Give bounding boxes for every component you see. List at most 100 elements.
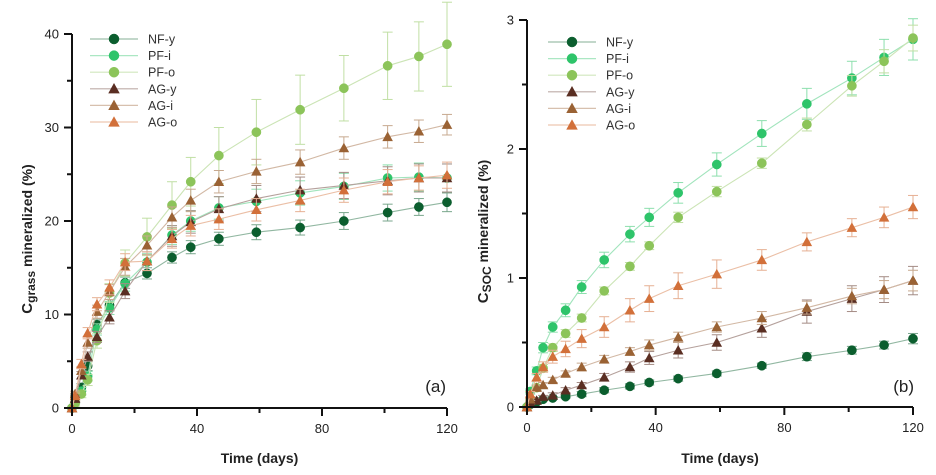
- data-point: [560, 343, 571, 354]
- data-point: [339, 83, 349, 94]
- data-point: [907, 201, 919, 212]
- data-point: [382, 176, 393, 186]
- x-tick-label: 120: [902, 420, 924, 435]
- data-point: [879, 56, 889, 67]
- data-point: [166, 211, 178, 222]
- panel-b: 0 40 80 120 0 1 2 3 Time (days) CSOC mineralized …: [475, 13, 924, 467]
- data-point: [382, 131, 393, 142]
- data-point: [878, 212, 890, 222]
- data-point: [598, 372, 610, 382]
- panel-a: 0 40 80 120 0 10 20 30 40 Time (days) Cgrass miner…: [19, 1, 458, 467]
- data-point: [295, 104, 305, 115]
- data-point: [108, 99, 120, 110]
- data-point: [560, 305, 571, 316]
- data-point: [907, 275, 919, 285]
- data-point: [673, 212, 684, 223]
- data-point: [294, 195, 306, 205]
- data-point: [538, 342, 548, 353]
- data-point: [185, 242, 196, 253]
- data-point: [672, 332, 684, 342]
- legend-label: PF-i: [148, 49, 171, 63]
- data-point: [566, 102, 578, 113]
- data-point: [76, 358, 87, 369]
- data-point: [108, 66, 120, 78]
- data-point: [560, 384, 571, 395]
- data-point: [547, 390, 559, 400]
- panel-label: (b): [893, 377, 914, 396]
- y-tick-label: 0: [52, 401, 59, 416]
- data-point: [672, 280, 684, 290]
- data-point: [441, 119, 453, 129]
- y-axis-title-subscript: SOC: [480, 266, 494, 292]
- data-point: [104, 282, 115, 292]
- series-pf-i: [522, 18, 918, 412]
- data-point: [643, 293, 655, 303]
- data-point: [673, 188, 684, 198]
- data-point: [576, 389, 587, 399]
- data-point: [644, 377, 655, 388]
- data-point: [251, 127, 262, 138]
- data-point: [119, 285, 131, 296]
- data-point: [756, 254, 768, 265]
- legend-label: AG-i: [148, 99, 173, 113]
- plot-area: [521, 18, 919, 412]
- legend-label: NF-y: [606, 36, 634, 50]
- legend-label: NF-y: [148, 33, 176, 47]
- series-ag-o: [521, 194, 919, 412]
- data-point: [711, 337, 723, 347]
- legend-label: AG-y: [606, 85, 635, 99]
- data-point: [547, 351, 559, 361]
- data-point: [108, 50, 120, 61]
- series-nf-y: [67, 192, 452, 413]
- data-point: [644, 240, 655, 251]
- data-point: [108, 83, 120, 94]
- series-pf-o: [67, 1, 452, 413]
- data-point: [339, 216, 349, 226]
- legend-item: AG-y: [548, 85, 635, 99]
- y-tick-label: 1: [507, 271, 514, 286]
- series-ag-y: [66, 163, 453, 413]
- legend-item: AG-i: [548, 102, 631, 116]
- data-point: [185, 176, 196, 187]
- data-point: [711, 159, 722, 170]
- data-point: [879, 340, 889, 350]
- data-point: [566, 53, 578, 64]
- y-axis-title-main: C: [475, 292, 492, 303]
- legend: NF-y PF-i PF-o AG-y AG-i AG-o: [90, 33, 177, 130]
- data-point: [442, 39, 452, 50]
- data-point: [547, 374, 559, 385]
- data-point: [566, 86, 578, 97]
- data-point: [643, 339, 655, 350]
- legend-item: PF-o: [548, 69, 633, 83]
- y-axis-title-main: C: [19, 303, 36, 314]
- data-point: [214, 150, 224, 161]
- data-point: [756, 323, 768, 333]
- data-point: [560, 328, 571, 339]
- data-point: [878, 284, 890, 294]
- legend: NF-y PF-i PF-o AG-y AG-i AG-o: [548, 36, 635, 133]
- data-point: [576, 313, 587, 323]
- data-point: [251, 166, 262, 176]
- x-axis-title: Time (days): [681, 450, 759, 466]
- data-point: [82, 327, 93, 338]
- data-point: [251, 193, 262, 203]
- data-point: [908, 33, 918, 43]
- data-point: [104, 312, 115, 322]
- legend-item: AG-i: [90, 99, 173, 113]
- data-point: [624, 346, 636, 356]
- data-point: [294, 156, 306, 167]
- data-point: [108, 33, 120, 45]
- data-point: [672, 344, 684, 355]
- data-point: [531, 382, 542, 392]
- data-point: [711, 368, 722, 379]
- data-point: [213, 203, 225, 214]
- data-point: [599, 286, 610, 296]
- data-point: [576, 282, 587, 292]
- axes: 0 40 80 120 0 10 20 30 40 Time (days) Cgrass miner…: [19, 27, 458, 467]
- x-tick-label: 80: [777, 420, 791, 435]
- data-point: [295, 222, 305, 233]
- y-axis-title: Cgrass mineralized (%): [19, 164, 38, 313]
- data-point: [599, 255, 610, 265]
- y-axis-title: CSOC mineralized (%): [475, 160, 494, 303]
